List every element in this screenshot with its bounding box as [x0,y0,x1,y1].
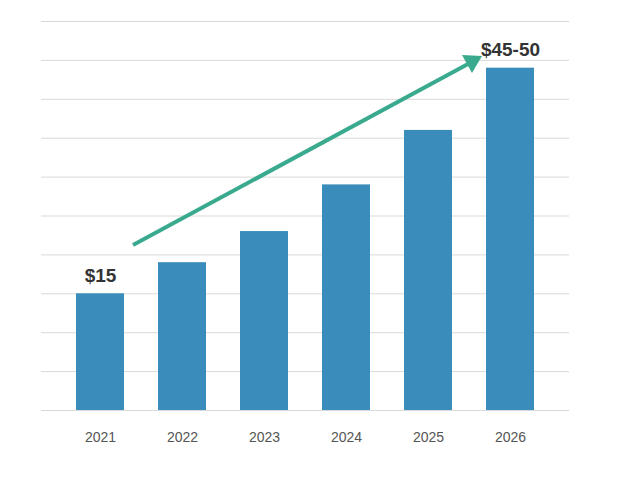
svg-text:2021: 2021 [85,429,116,445]
svg-text:2026: 2026 [495,429,526,445]
svg-text:2023: 2023 [249,429,280,445]
svg-text:2024: 2024 [331,429,362,445]
svg-text:$45-50: $45-50 [481,39,540,60]
svg-text:2022: 2022 [167,429,198,445]
svg-text:2025: 2025 [413,429,444,445]
svg-text:$15: $15 [85,265,117,286]
